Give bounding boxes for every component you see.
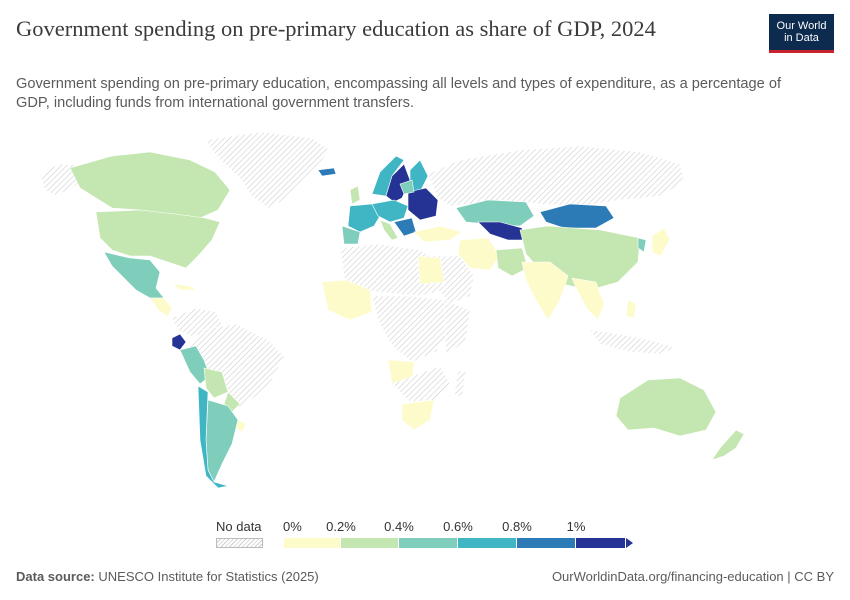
legend-bin-0[interactable]: [284, 538, 341, 548]
region-uruguay[interactable]: [235, 419, 247, 433]
region-new-zealand[interactable]: [711, 429, 745, 461]
region-mongolia[interactable]: [539, 203, 615, 229]
region-afghanistan-pakistan[interactable]: [495, 247, 529, 277]
region-chile[interactable]: [197, 385, 229, 489]
region-mexico[interactable]: [103, 251, 165, 299]
region-belarus-ukraine[interactable]: [407, 187, 439, 221]
region-central-europe[interactable]: [371, 199, 409, 223]
region-balkans[interactable]: [393, 217, 417, 237]
chart-subtitle: Government spending on pre-primary educa…: [16, 76, 782, 111]
region-philippines[interactable]: [625, 299, 637, 319]
logo-line-2: in Data: [784, 32, 819, 44]
region-central-america[interactable]: [149, 297, 173, 317]
footer-url[interactable]: OurWorldinData.org/financing-education |…: [551, 569, 834, 584]
region-portugal-spain[interactable]: [341, 225, 361, 245]
data-source-text[interactable]: UNESCO Institute for Statistics (2025): [98, 569, 319, 584]
region-kazakhstan[interactable]: [455, 199, 535, 227]
region-egypt[interactable]: [417, 255, 445, 285]
region-canada[interactable]: [69, 151, 231, 219]
region-bolivia[interactable]: [203, 367, 229, 399]
legend-no-data-swatch[interactable]: [216, 538, 263, 548]
owid-logo[interactable]: Our World in Data: [769, 14, 834, 53]
region-indonesia[interactable]: [589, 329, 677, 355]
legend-color-scale: 0% 0.2% 0.4% 0.6% 0.8% 1%: [280, 519, 640, 551]
region-iceland[interactable]: [317, 167, 337, 177]
data-source-label: Data source:: [16, 569, 95, 584]
legend-tick-2: 0.4%: [384, 519, 414, 534]
region-japan[interactable]: [651, 227, 671, 257]
legend-tick-1: 0.2%: [326, 519, 356, 534]
region-central-africa[interactable]: [371, 295, 451, 363]
region-australia[interactable]: [615, 377, 717, 437]
region-madagascar[interactable]: [453, 369, 467, 399]
region-southern-africa[interactable]: [391, 365, 451, 403]
world-map: [39, 131, 745, 489]
region-ecuador[interactable]: [171, 333, 187, 351]
region-united-states[interactable]: [95, 209, 221, 269]
data-source: Data source: UNESCO Institute for Statis…: [16, 569, 319, 584]
legend-bin-1[interactable]: [341, 538, 399, 548]
logo-line-1: Our World: [776, 20, 827, 32]
region-west-africa[interactable]: [321, 279, 373, 321]
legend-bin-4[interactable]: [517, 538, 576, 548]
legend-no-data-label: No data: [216, 519, 262, 534]
region-russia[interactable]: [427, 145, 685, 207]
legend-tick-3: 0.6%: [443, 519, 473, 534]
legend-tick-0: 0%: [283, 519, 302, 534]
chart-title: Government spending on pre-primary educa…: [16, 16, 656, 41]
legend-bin-5[interactable]: [576, 538, 626, 548]
region-baltics[interactable]: [399, 179, 415, 195]
legend-tick-5: 1%: [566, 519, 586, 534]
region-india[interactable]: [521, 261, 569, 321]
region-east-africa[interactable]: [443, 299, 471, 357]
legend-bin-2[interactable]: [399, 538, 458, 548]
region-greenland[interactable]: [204, 131, 331, 209]
region-caribbean[interactable]: [170, 283, 197, 291]
region-united-kingdom[interactable]: [349, 185, 361, 205]
region-south-africa[interactable]: [401, 399, 435, 431]
legend-bin-3[interactable]: [458, 538, 517, 548]
region-turkey[interactable]: [413, 225, 463, 243]
region-southeast-asia[interactable]: [571, 277, 605, 321]
legend-arrow: [626, 538, 633, 548]
region-iran[interactable]: [457, 237, 501, 271]
region-argentina[interactable]: [205, 399, 239, 483]
region-italy[interactable]: [379, 219, 399, 241]
legend-tick-4: 0.8%: [502, 519, 532, 534]
region-korea[interactable]: [637, 237, 647, 253]
